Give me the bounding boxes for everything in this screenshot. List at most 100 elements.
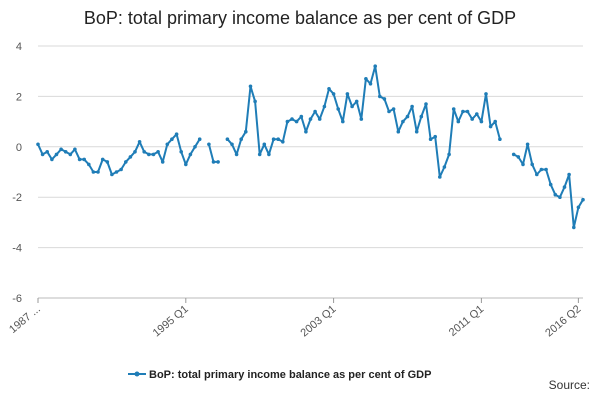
data-point — [424, 102, 428, 106]
y-tick-label: 0 — [16, 142, 22, 154]
data-point — [230, 142, 234, 147]
data-point — [368, 82, 373, 86]
data-point — [82, 157, 86, 162]
data-point — [124, 160, 128, 164]
data-point — [382, 97, 387, 101]
data-point — [535, 172, 539, 177]
data-point — [294, 119, 299, 124]
data-point — [461, 109, 465, 114]
data-point — [308, 117, 313, 121]
data-point — [244, 129, 248, 134]
data-point — [128, 155, 133, 159]
data-point — [414, 129, 419, 134]
data-point — [211, 160, 216, 164]
data-point — [40, 152, 45, 157]
data-point — [401, 119, 405, 124]
data-point — [322, 104, 327, 109]
data-point — [572, 225, 576, 230]
data-point — [438, 175, 442, 179]
data-point — [498, 137, 502, 141]
data-point — [558, 195, 562, 199]
data-point — [433, 134, 438, 139]
x-tick-label: 2011 Q1 — [447, 303, 486, 339]
data-point — [581, 197, 585, 202]
data-point — [345, 92, 350, 96]
data-point — [447, 152, 451, 157]
series-line — [37, 133, 201, 176]
data-point — [207, 142, 211, 147]
data-point — [428, 137, 433, 141]
data-point — [419, 114, 424, 119]
data-point — [170, 137, 174, 141]
data-point — [248, 84, 253, 89]
data-point — [299, 114, 304, 119]
data-point — [373, 64, 378, 68]
y-tick-label: 4 — [16, 41, 22, 53]
legend-dot-marker — [134, 371, 140, 377]
data-point — [511, 152, 516, 157]
data-point — [137, 140, 142, 144]
data-point — [165, 142, 170, 147]
y-tick-label: -6 — [12, 293, 22, 305]
data-point — [105, 160, 110, 164]
data-point — [470, 117, 475, 121]
data-point — [54, 152, 59, 157]
data-point — [336, 107, 341, 111]
data-point — [281, 140, 285, 144]
data-point — [45, 150, 49, 154]
data-point — [364, 77, 368, 81]
data-point — [465, 109, 470, 114]
data-point — [257, 152, 262, 157]
data-point — [225, 137, 230, 141]
x-tick-label: 2016 Q2 — [543, 303, 583, 339]
data-point — [174, 132, 179, 136]
data-point — [119, 167, 123, 172]
data-point — [234, 152, 239, 157]
data-point — [530, 162, 534, 167]
data-point — [313, 109, 317, 114]
data-point — [317, 117, 322, 121]
data-point — [442, 165, 447, 169]
data-point — [576, 205, 581, 210]
data-point — [479, 119, 484, 124]
data-point — [271, 137, 276, 141]
data-point — [290, 117, 294, 121]
data-point — [50, 157, 54, 162]
data-point — [156, 150, 160, 154]
data-point — [87, 162, 91, 167]
data-point — [484, 92, 488, 96]
data-point — [475, 112, 479, 116]
data-point — [521, 162, 525, 167]
data-point — [562, 185, 567, 189]
data-point — [525, 142, 530, 147]
data-point — [456, 119, 461, 124]
data-point — [544, 167, 548, 172]
legend[interactable]: BoP: total primary income balance as per… — [128, 369, 431, 381]
data-point — [188, 152, 193, 157]
data-point — [59, 147, 63, 152]
data-point — [77, 157, 82, 162]
data-point — [262, 142, 267, 147]
y-tick-label: 2 — [16, 91, 22, 103]
x-axis: 1987 ... 1995 Q1 2003 Q1 2011 Q1 2016 Q2 — [7, 297, 583, 339]
data-point — [451, 107, 456, 111]
data-point — [36, 142, 40, 147]
grid-lines — [38, 45, 583, 299]
data-point — [267, 152, 271, 157]
series-group — [36, 64, 585, 230]
y-tick-label: -2 — [12, 192, 22, 204]
data-point — [91, 170, 96, 174]
data-point — [396, 129, 401, 134]
data-point — [548, 182, 553, 187]
data-point — [539, 167, 544, 172]
data-point — [151, 152, 156, 157]
data-point — [142, 150, 146, 154]
data-point — [197, 137, 202, 141]
data-point — [100, 157, 105, 162]
data-point — [133, 150, 137, 154]
x-tick-label: 2003 Q1 — [298, 303, 338, 339]
y-tick-label: -4 — [12, 243, 22, 255]
data-point — [193, 145, 197, 149]
data-point — [327, 87, 331, 91]
data-point — [110, 172, 114, 177]
